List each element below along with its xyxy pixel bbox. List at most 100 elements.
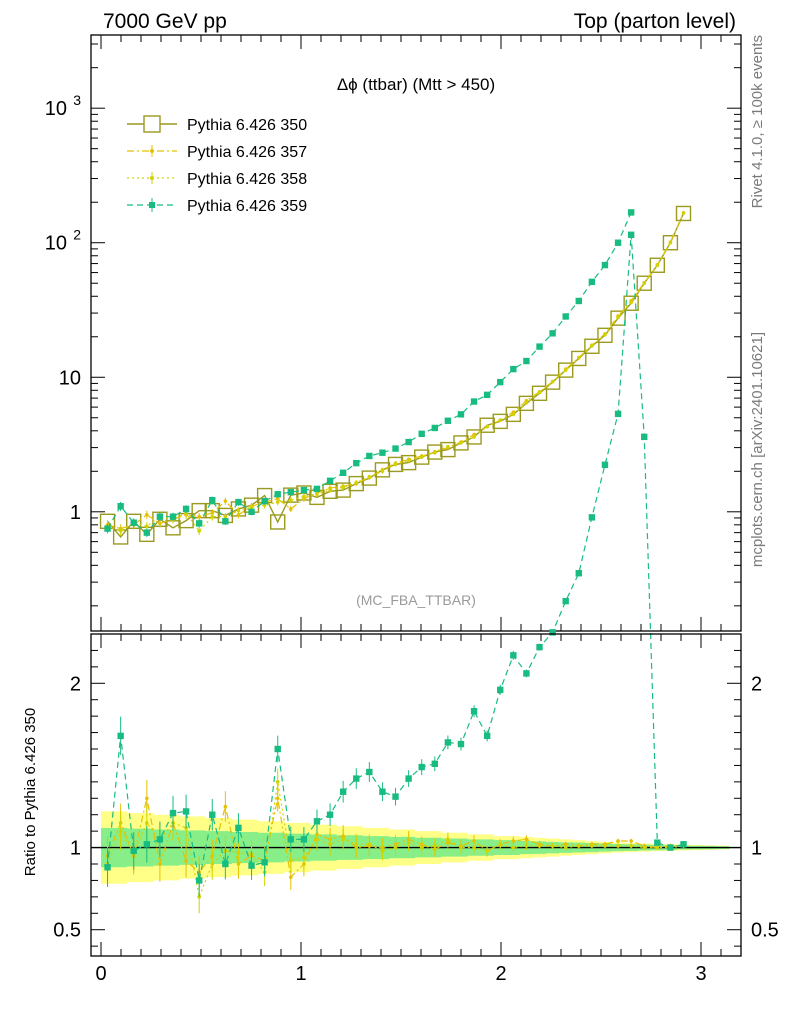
ratio-y-tick-label-left: 1: [70, 838, 81, 860]
ratio-point: [184, 858, 188, 863]
ratio-point: [326, 811, 334, 818]
data-point: [524, 401, 529, 405]
data-point: [537, 390, 542, 395]
data-point: [328, 488, 332, 492]
ratio-point: [195, 877, 203, 884]
ratio-point: [274, 745, 281, 753]
data-point: [549, 330, 556, 337]
data-point: [361, 470, 378, 486]
ratio-point: [614, 410, 622, 418]
ratio-point: [313, 818, 321, 825]
ratio-point: [261, 859, 268, 866]
data-point: [446, 444, 450, 449]
ratio-y-tick-label-right: 2: [751, 673, 762, 695]
ratio-point: [483, 732, 491, 740]
data-point: [249, 505, 254, 510]
ratio-point: [433, 844, 437, 848]
data-point: [392, 445, 399, 452]
legend: Pythia 6.426 350 Pythia 6.426 357 Pythia 6…: [127, 115, 307, 215]
ratio-point: [289, 875, 293, 879]
main-series-layer: [99, 205, 692, 545]
ratio-point: [315, 837, 319, 842]
data-point: [562, 313, 569, 320]
ratio-point: [300, 836, 308, 843]
data-point: [315, 492, 319, 497]
data-point: [322, 483, 338, 500]
data-point: [603, 332, 607, 337]
main-y-ticks: 1 10 10 2 10 3: [45, 43, 741, 607]
ratio-x-ticks: 0 1 2 3: [95, 35, 742, 985]
data-point: [289, 498, 293, 502]
ratio-point: [550, 844, 555, 848]
data-point: [366, 452, 373, 460]
ratio-point: [419, 845, 424, 850]
data-point: [601, 261, 609, 269]
data-point: [275, 496, 280, 501]
ratio-point: [367, 842, 372, 847]
ratio-point: [655, 845, 660, 850]
data-point: [236, 512, 241, 517]
data-point: [405, 438, 412, 446]
series-line: [107, 212, 632, 534]
ratio-point: [379, 788, 386, 795]
data-point: [616, 315, 620, 320]
data-point: [387, 456, 404, 473]
data-point: [270, 514, 286, 530]
ratio-y-tick-label-left: 0.5: [53, 920, 81, 942]
legend-label: Pythia 6.426 359: [187, 198, 307, 215]
data-point: [636, 275, 652, 291]
series-pythia-6-426-359: [104, 209, 635, 538]
ratio-point: [576, 844, 581, 848]
ratio-y-tick-label-right: 0.5: [751, 920, 779, 942]
data-point: [339, 469, 347, 476]
data-point: [145, 524, 149, 529]
ratio-point: [289, 858, 293, 863]
ratio-point: [197, 895, 201, 899]
ratio-point: [392, 793, 399, 800]
ratio-point: [629, 844, 633, 848]
ratio-point: [143, 841, 151, 848]
data-point: [406, 458, 411, 463]
data-point: [505, 406, 522, 423]
ratio-point: [158, 862, 162, 866]
ratio-point: [563, 845, 568, 850]
ratio-point: [498, 842, 503, 847]
series-pythia-6-426-350: [99, 205, 692, 545]
ratio-point: [472, 845, 476, 850]
ratio-point: [130, 847, 137, 855]
data-point: [584, 338, 600, 354]
data-point: [483, 391, 491, 399]
ratio-point: [511, 839, 516, 843]
data-point: [479, 417, 495, 433]
mcplots-label: mcplots.cern.ch [arXiv:2401.10621]: [749, 332, 766, 567]
ratio-frame: [90, 633, 742, 957]
data-point: [431, 424, 438, 432]
ratio-point: [616, 839, 620, 843]
ratio-point: [406, 840, 411, 845]
data-point: [497, 378, 504, 386]
ratio-point: [431, 760, 438, 767]
data-point: [130, 519, 137, 526]
data-point: [472, 435, 476, 439]
legend-label: Pythia 6.426 357: [187, 144, 307, 161]
ratio-series-pythia-6-426-359: [104, 231, 687, 897]
data-point: [118, 529, 123, 533]
data-point: [629, 300, 633, 305]
header-left: 7000 GeV pp: [103, 10, 227, 33]
ratio-point: [629, 839, 633, 843]
ratio-point: [457, 740, 465, 748]
ratio-point: [328, 842, 332, 847]
ratio-point: [616, 844, 620, 848]
data-point: [197, 514, 201, 519]
ratio-point: [156, 836, 164, 843]
data-point: [544, 374, 561, 390]
data-point: [354, 480, 359, 485]
legend-label: Pythia 6.426 350: [187, 117, 307, 134]
x-tick-label: 0: [95, 963, 106, 985]
ratio-y-ticks: 0.5 0.5 1 1 2 2: [53, 649, 779, 947]
ratio-panel: 0.5 0.5 1 1 2 2 0 1 2 3 Ratio to Pythia 6.426 35…: [22, 35, 779, 985]
ratio-bands: [91, 811, 741, 884]
ratio-point: [275, 780, 280, 784]
ratio-point: [603, 844, 607, 848]
data-point: [287, 488, 294, 496]
